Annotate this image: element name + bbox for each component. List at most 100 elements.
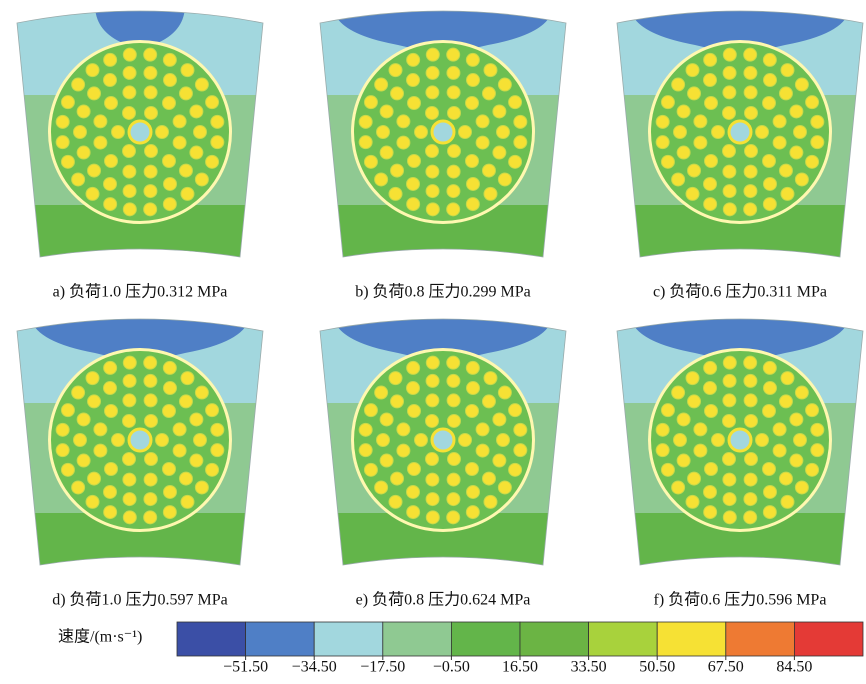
rod — [722, 452, 736, 467]
rod — [704, 461, 719, 476]
rod — [778, 163, 793, 178]
rod — [163, 73, 177, 88]
rod — [446, 202, 461, 217]
rod — [143, 393, 158, 408]
rod — [711, 125, 725, 139]
rod — [162, 197, 177, 212]
colorbar-tick-label: −51.50 — [223, 659, 268, 676]
rod — [155, 433, 169, 447]
rod — [722, 472, 737, 487]
rod — [406, 73, 420, 88]
rod — [425, 85, 440, 100]
rod — [122, 202, 137, 217]
rod — [763, 73, 777, 88]
rod — [144, 105, 158, 120]
rod — [210, 114, 225, 129]
center-tube — [727, 119, 753, 145]
rod — [358, 114, 373, 129]
rod — [497, 172, 512, 187]
rod — [122, 373, 137, 388]
rod — [671, 385, 686, 400]
rod — [406, 484, 420, 499]
panel — [16, 10, 264, 258]
rod — [744, 452, 758, 467]
rod — [793, 125, 807, 139]
center-tube — [127, 427, 153, 453]
rod — [93, 114, 108, 129]
rod — [458, 433, 472, 447]
rod — [693, 422, 708, 437]
rod — [655, 422, 670, 437]
rod — [379, 412, 394, 427]
rod — [481, 86, 496, 101]
rod — [743, 47, 758, 62]
rod — [193, 433, 207, 447]
rod — [446, 510, 461, 525]
rod — [85, 371, 100, 386]
rod — [122, 492, 137, 507]
rod — [104, 404, 119, 419]
rod — [210, 422, 225, 437]
rod — [122, 65, 137, 80]
rod — [761, 153, 776, 168]
rod — [508, 154, 523, 169]
rod — [722, 413, 736, 428]
rod — [780, 186, 795, 201]
rod — [772, 422, 787, 437]
rod — [722, 393, 737, 408]
rod — [676, 412, 691, 427]
rod — [76, 412, 91, 427]
rod — [492, 412, 507, 427]
rod — [388, 494, 403, 509]
rod — [446, 472, 461, 487]
rod — [425, 164, 440, 179]
rod — [122, 164, 137, 179]
rod — [85, 186, 100, 201]
rod — [396, 443, 411, 458]
rod — [104, 96, 119, 111]
rod — [722, 65, 737, 80]
rod — [425, 492, 440, 507]
rod — [755, 125, 769, 139]
rod — [55, 422, 70, 437]
rod — [178, 394, 193, 409]
rod — [210, 135, 225, 150]
rod — [743, 164, 758, 179]
colorbar-segment — [519, 621, 589, 657]
rod — [55, 135, 70, 150]
rod — [805, 154, 820, 169]
center-tube — [127, 119, 153, 145]
rod — [805, 403, 820, 418]
rod — [671, 77, 686, 92]
rod — [685, 494, 700, 509]
rod — [497, 480, 512, 495]
rod — [660, 462, 675, 477]
colorbar-tick-label: −0.50 — [433, 659, 470, 676]
rod — [205, 462, 220, 477]
rod — [163, 484, 177, 499]
rod — [103, 484, 117, 499]
rod — [73, 433, 87, 447]
rod — [447, 413, 461, 428]
rod — [464, 96, 479, 111]
rod — [406, 505, 421, 520]
rod — [425, 47, 440, 62]
rod — [122, 85, 137, 100]
rod — [743, 472, 758, 487]
rod — [483, 186, 498, 201]
rod — [180, 186, 195, 201]
rod — [722, 355, 737, 370]
rod — [193, 125, 207, 139]
rod — [704, 153, 719, 168]
rod — [743, 65, 758, 80]
sector-edge — [16, 10, 264, 258]
rod — [425, 413, 439, 428]
sector-edge — [616, 10, 864, 258]
rod — [104, 153, 119, 168]
rod — [722, 202, 737, 217]
rod — [163, 381, 177, 396]
rod — [810, 443, 825, 458]
rod — [143, 164, 158, 179]
rod — [761, 404, 776, 419]
rod — [466, 176, 480, 191]
